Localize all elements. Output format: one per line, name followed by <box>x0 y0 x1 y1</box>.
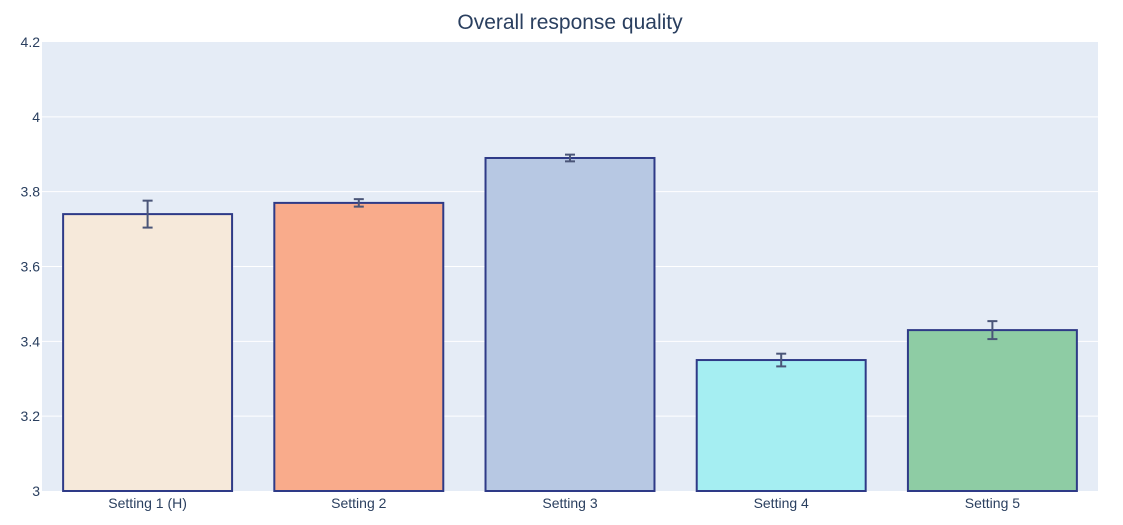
bar <box>62 213 234 492</box>
y-tick-label: 4.2 <box>21 34 41 50</box>
y-tick-label: 3.2 <box>21 408 41 424</box>
x-tick-label: Setting 2 <box>331 495 386 511</box>
y-axis: 3 3.2 3.4 3.6 3.8 4 4.2 <box>21 34 41 499</box>
x-tick-label: Setting 1 (H) <box>108 495 187 511</box>
x-axis: Setting 1 (H) Setting 2 Setting 3 Setting 4… <box>108 495 1020 511</box>
bar <box>906 329 1078 492</box>
x-tick-label: Setting 3 <box>542 495 597 511</box>
y-tick-label: 3.8 <box>21 184 41 200</box>
x-tick-label: Setting 5 <box>965 495 1020 511</box>
x-tick-label: Setting 4 <box>754 495 809 511</box>
error-bar <box>987 320 998 341</box>
y-tick-label: 4 <box>32 109 40 125</box>
bar <box>484 156 656 492</box>
error-bar <box>142 199 153 229</box>
error-bar <box>776 352 787 368</box>
error-bars <box>142 153 998 368</box>
error-bar <box>353 198 364 208</box>
y-tick-label: 3.6 <box>21 259 41 275</box>
error-bar <box>565 153 575 163</box>
bars <box>62 156 1078 492</box>
y-tick-label: 3 <box>32 483 40 499</box>
chart-title: Overall response quality <box>457 11 683 34</box>
bar <box>273 201 445 492</box>
bar <box>695 359 867 492</box>
y-tick-label: 3.4 <box>21 333 41 349</box>
